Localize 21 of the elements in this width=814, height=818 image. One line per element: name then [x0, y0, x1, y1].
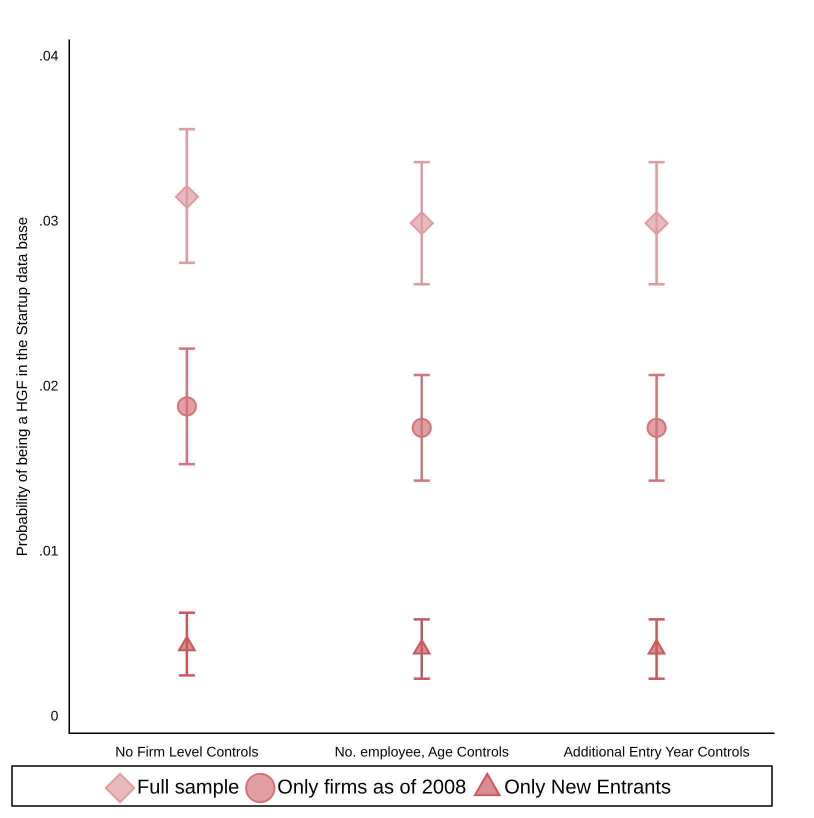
y-axis-title: Probability of being a HGF in the Startup data base	[14, 216, 32, 556]
y-tick-label: .02	[38, 377, 59, 394]
point	[412, 639, 431, 655]
legend-label: Full sample	[137, 776, 240, 799]
legend-label: Only firms as of 2008	[277, 776, 466, 799]
y-tick-label: .04	[38, 47, 59, 64]
point	[644, 211, 669, 236]
point	[648, 639, 666, 655]
point	[176, 396, 197, 416]
legend-label: Only New Entrants	[504, 776, 671, 799]
y-tick-label: .01	[38, 542, 59, 559]
point	[412, 418, 432, 438]
point	[410, 211, 434, 236]
x-tick-label: Additional Entry Year Controls	[564, 743, 750, 760]
y-tick-label: .03	[38, 212, 59, 228]
x-tick-label: No. employee, Age Controls	[334, 743, 509, 760]
x-tick-label: No Firm Level Controls	[115, 743, 258, 760]
y-tick-label: 0	[50, 708, 59, 724]
point	[174, 184, 199, 209]
point	[178, 636, 196, 652]
point	[646, 418, 667, 438]
